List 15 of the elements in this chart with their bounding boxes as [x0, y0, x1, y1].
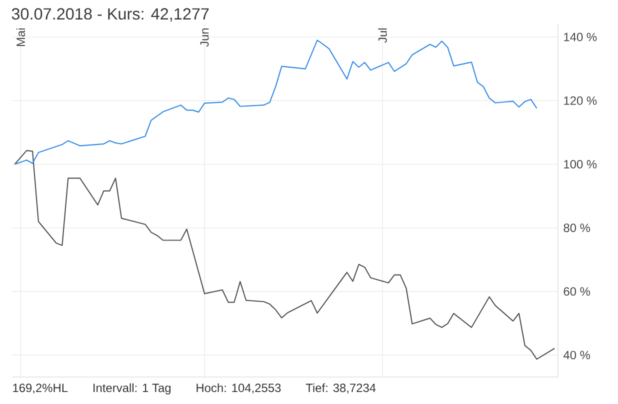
- y-tick-label: 120 %: [564, 96, 597, 105]
- y-tick-label: 100 %: [564, 160, 597, 168]
- y-tick-label: 40 %: [563, 350, 590, 360]
- text: Intervall: 1 Tag: [94, 383, 171, 394]
- text: 169,2%HL: [13, 384, 68, 394]
- text: Tief: 38,7234: [306, 383, 376, 394]
- y-tick-label: 80 %: [564, 224, 590, 232]
- y-tick-label: 140 %: [564, 32, 597, 42]
- line-series: [14, 150, 556, 360]
- chart-title: 30.07.2018 - Kurs: 42,1277: [12, 8, 209, 22]
- text: Hoch: 104,2553: [196, 383, 281, 394]
- x-tick-label: Jul: [378, 28, 387, 43]
- x-tick-label: Jun: [200, 28, 209, 47]
- y-tick-label: 60 %: [564, 287, 590, 296]
- x-tick-label: Mai: [16, 28, 26, 46]
